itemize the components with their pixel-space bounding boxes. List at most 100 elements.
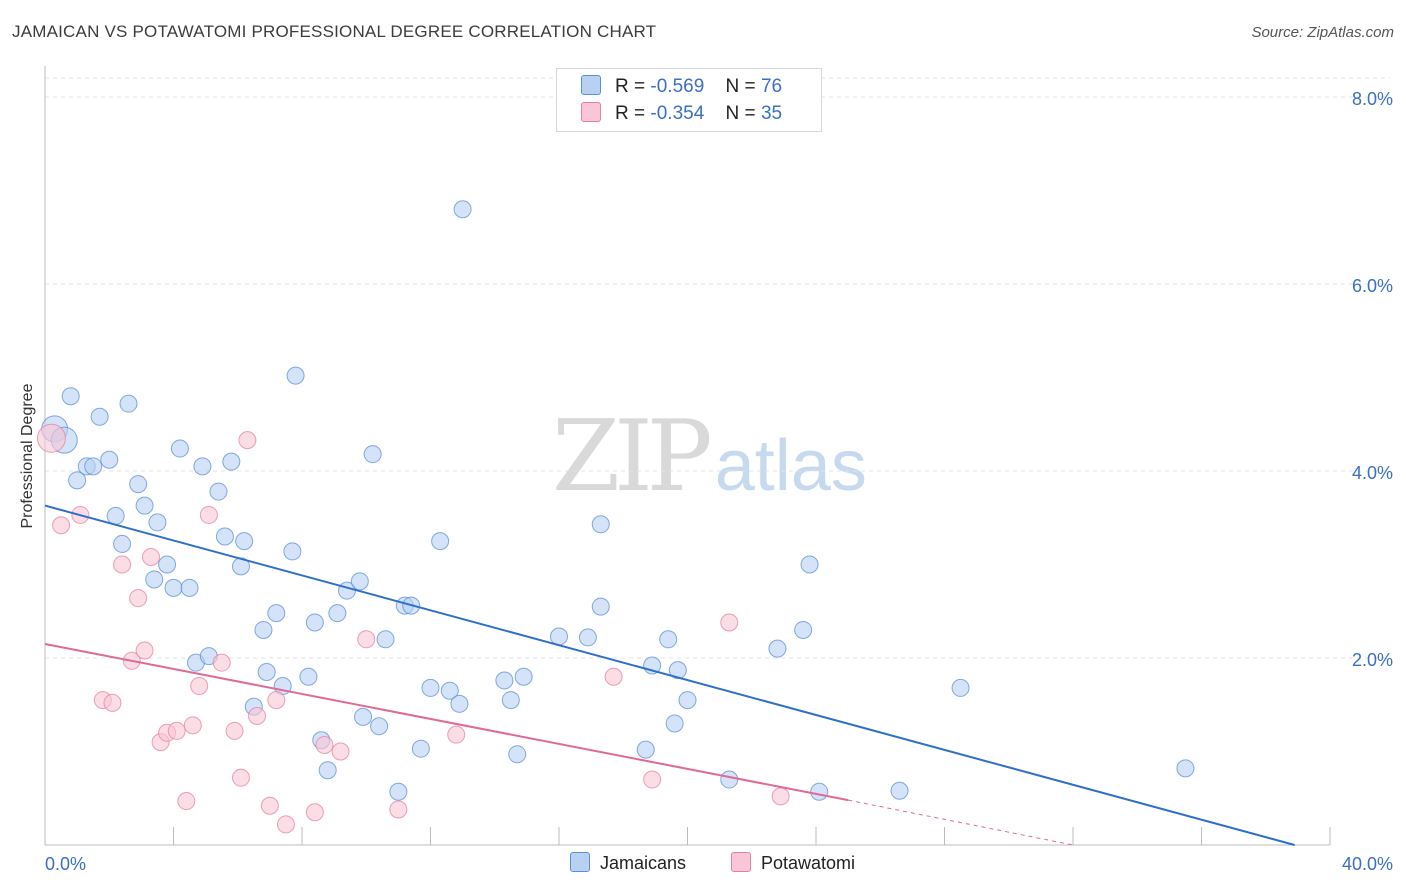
jamaican-point [305,613,324,632]
jamaican-point [453,200,472,219]
jamaican-point [148,513,167,532]
jamaicans-swatch [570,852,590,872]
legend-row-jamaicans: R = -0.569 N = 76 [581,75,782,99]
y-tick-label: 6.0% [1352,276,1393,296]
jamaican-point [209,482,228,501]
jamaican-point [508,745,527,764]
jamaican-point [318,761,337,780]
potawatomi-point [260,796,279,815]
jamaican-point [90,407,109,426]
potawatomi-point [177,792,196,811]
jamaican-point [411,739,430,758]
jamaican-point [421,678,440,697]
jamaican-point [591,597,610,616]
jamaican-point [890,781,909,800]
jamaican-point [450,694,469,713]
potawatomi-point [135,641,154,660]
jamaican-point [1176,759,1195,778]
potawatomi-point [231,768,250,787]
potawatomi-point [276,815,295,834]
potawatomi-trend-line [44,642,849,802]
jamaican-point [578,628,597,647]
jamaican-point [389,782,408,801]
jamaican-point [170,439,189,458]
jamaican-point [678,691,697,710]
y-tick-label: 4.0% [1352,463,1393,483]
jamaican-point [100,450,119,469]
legend-n-value-jamaicans: 76 [760,76,783,97]
jamaican-point [158,555,177,574]
potawatomi-point [720,613,739,632]
potawatomi-point [771,787,790,806]
jamaican-point [164,578,183,597]
jamaican-point [193,457,212,476]
potawatomi-point [36,423,66,453]
jamaican-point [501,691,520,710]
legend-r-value-potawatomi: -0.354 [650,103,705,124]
y-axis-label: Professional Degree [19,383,36,529]
jamaican-point [440,681,459,700]
potawatomi-point [167,721,186,740]
jamaican-point [84,457,103,476]
jamaican-point [720,770,739,789]
jamaican-point [354,707,373,726]
jamaican-point [235,532,254,551]
jamaicans-swatch [581,75,601,95]
jamaican-point [363,445,382,464]
legend-n-label: N = [725,103,756,124]
potawatomi-point [190,677,209,696]
potawatomi-point [238,431,257,450]
jamaican-point [180,578,199,597]
jamaican-point [283,542,302,561]
series-legend-jamaicans[interactable]: Jamaicans [570,852,686,874]
jamaican-point [61,387,80,406]
jamaican-point [495,671,514,690]
potawatomi-point [142,548,161,567]
watermark: ZIP atlas [552,400,867,514]
jamaican-point [145,570,164,589]
jamaican-point [665,714,684,733]
potawatomi-point [305,803,324,822]
jamaican-point [113,534,132,553]
potawatomi-point [447,725,466,744]
jamaican-point [267,604,286,623]
jamaican-point [135,496,154,515]
jamaican-point [68,471,87,490]
series-legend-potawatomi[interactable]: Potawatomi [731,852,855,874]
source-label: Source: ZipAtlas.com [1251,24,1394,41]
potawatomi-point [604,667,623,686]
jamaican-point [129,475,148,494]
jamaican-point [222,452,241,471]
jamaican-point [800,555,819,574]
jamaican-point [257,663,276,682]
series-legend: Jamaicans Potawatomi [0,852,1406,876]
potawatomi-point [225,721,244,740]
potawatomi-point [199,505,218,524]
potawatomi-point [248,706,267,725]
legend-r-value-jamaicans: -0.569 [650,76,705,97]
jamaican-point [514,667,533,686]
correlation-legend: R = -0.569 N = 76 R = -0.354 N = 35 [556,68,822,132]
jamaican-point [376,630,395,649]
jamaican-point [299,667,318,686]
legend-r-label: R = [615,76,646,97]
jamaican-point [106,506,125,525]
potawatomi-point [212,653,231,672]
potawatomi-point [103,693,122,712]
jamaican-point [951,678,970,697]
jamaican-point [370,717,389,736]
jamaican-point [550,627,568,646]
potawatomi-point [113,555,132,574]
potawatomi-point [331,742,350,761]
jamaican-point [659,630,678,649]
jamaican-point [768,639,787,658]
potawatomi-trend-extension [848,799,1074,846]
jamaican-point [591,515,610,534]
jamaican-point [668,661,687,680]
potawatomi-point [357,630,376,649]
watermark-zip: ZIP [552,400,713,514]
legend-n-label: N = [725,76,756,97]
jamaican-point [431,532,450,551]
jamaican-point [286,366,305,385]
potawatomi-swatch [581,102,601,122]
